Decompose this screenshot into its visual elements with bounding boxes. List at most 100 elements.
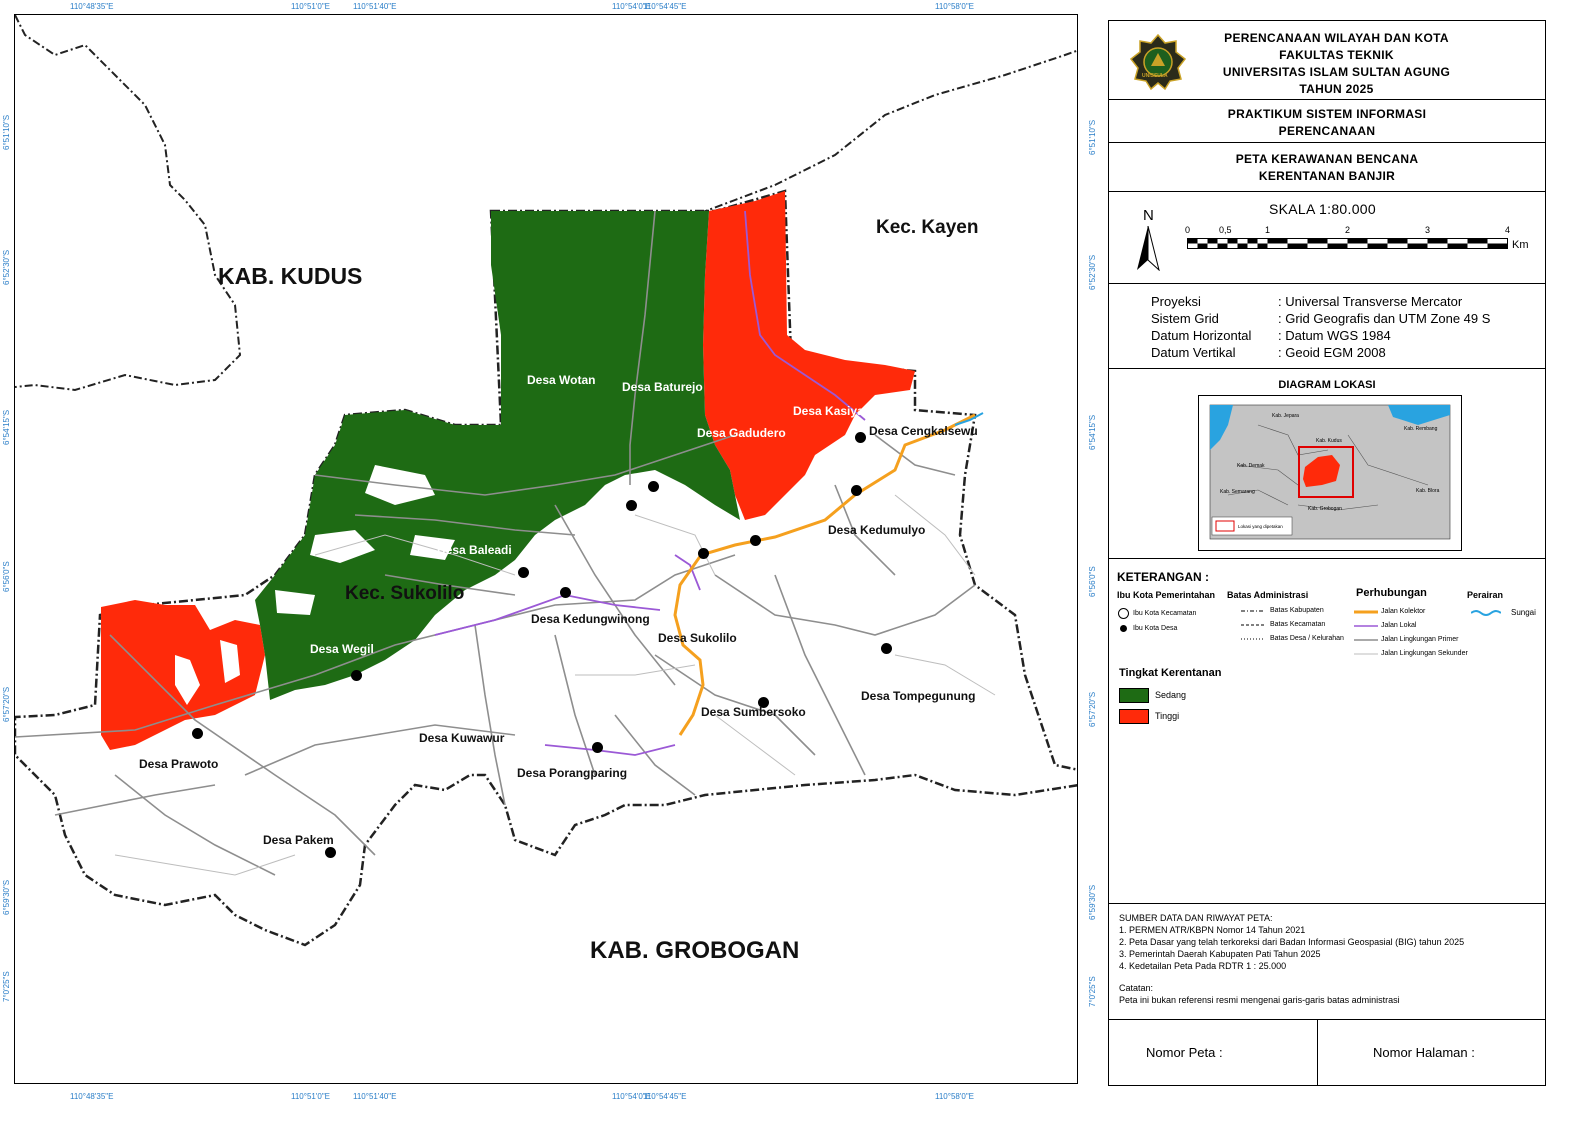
projection-cell: Proyeksi : Universal Transverse Mercator… — [1109, 284, 1545, 369]
region-kec-kayen: Kec. Kayen — [876, 217, 979, 238]
village-label: Desa Baturejo — [622, 380, 703, 394]
legend-road-lines — [1354, 610, 1378, 655]
coord-right-label: 6°56'0"S — [1088, 566, 1097, 597]
coord-right-label: 6°57'20"S — [1088, 691, 1097, 727]
diagram-title: DIAGRAM LOKASI — [1278, 379, 1376, 391]
kecamatan-capital-icon — [1118, 608, 1129, 619]
scale-unit: Km — [1512, 239, 1529, 251]
inset-region-label: Kab. Rembang — [1404, 426, 1438, 432]
legend-item-text: Batas Kabupaten — [1270, 607, 1324, 614]
coord-right-label: 6°54'15"S — [1088, 414, 1097, 450]
coord-bottom-label: 110°54'45"E — [643, 1092, 687, 1101]
scale-tick-label: 4 — [1505, 225, 1511, 235]
legend-item-text: Tinggi — [1155, 711, 1180, 721]
map-layout-panel: UNISSULA PERENCANAAN WILAYAH DAN KOTA FA… — [1108, 20, 1546, 1086]
map-title-cell: PETA KERAWANAN BENCANA KERENTANAN BANJIR — [1109, 143, 1545, 192]
source-item: 3. Pemerintah Daerah Kabupaten Pati Tahu… — [1119, 949, 1321, 959]
village-label: Desa Sukolilo — [658, 631, 737, 645]
village-label: Desa Cengkalsewu — [869, 424, 978, 438]
projection-label: Proyeksi — [1151, 294, 1201, 309]
village-capital-dot — [648, 481, 659, 492]
coord-left-label: 6°57'20"S — [2, 686, 11, 722]
header-line: UNIVERSITAS ISLAM SULTAN AGUNG — [1222, 65, 1451, 79]
region-kab-kudus: KAB. KUDUS — [218, 263, 363, 289]
legend-item-text: Sungai — [1511, 608, 1536, 617]
coord-bottom-label: 110°51'0"E — [291, 1092, 331, 1101]
coord-right-label: 6°52'30"S — [1088, 254, 1097, 290]
coord-top-label: 110°54'45"E — [643, 2, 687, 11]
course-line: PERENCANAAN — [1278, 124, 1376, 138]
north-arrow-icon — [1137, 226, 1160, 271]
coord-top-label: 110°54'0"E — [612, 2, 652, 11]
coord-left-label: 6°51'10"S — [2, 114, 11, 150]
village-capital-dot — [626, 500, 637, 511]
note-text: Peta ini bukan referensi resmi mengenai … — [1119, 995, 1400, 1005]
inset-region-label: Kab. Demak — [1237, 463, 1265, 469]
header-line: PERENCANAAN WILAYAH DAN KOTA — [1224, 31, 1449, 45]
legend-item-text: Jalan Kolektor — [1381, 608, 1426, 615]
village-capital-dot — [592, 742, 603, 753]
village-capital-dot — [758, 697, 769, 708]
village-label: Desa Gadudero — [697, 426, 786, 440]
projection-value: : Universal Transverse Mercator — [1278, 294, 1463, 309]
projection-value: : Geoid EGM 2008 — [1278, 345, 1386, 360]
zone-sedang — [255, 211, 740, 700]
legend-ibukota-title: Ibu Kota Pemerintahan — [1117, 590, 1216, 600]
legend-title: KETERANGAN : — [1117, 570, 1209, 584]
kudus-boundary-line — [15, 15, 242, 392]
village-label: Desa Pakem — [263, 833, 334, 847]
village-label: Desa Kedungwinong — [531, 612, 650, 626]
coord-left-label: 6°56'0"S — [2, 561, 11, 592]
coord-top-label: 110°51'40"E — [353, 2, 397, 11]
village-label: Desa Wotan — [527, 373, 596, 387]
coord-right-label: 6°51'10"S — [1088, 119, 1097, 155]
nomor-divider — [1317, 1020, 1318, 1085]
village-label: Desa Sumbersoko — [701, 705, 806, 719]
map-canvas — [15, 15, 1077, 947]
village-capital-dot — [851, 485, 862, 496]
source-item: 1. PERMEN ATR/KBPN Nomor 14 Tahun 2021 — [1119, 925, 1306, 935]
projection-label: Sistem Grid — [1151, 311, 1219, 326]
village-capital-dot — [881, 643, 892, 654]
jalan-kolektor-line — [673, 413, 976, 736]
inset-region-label: Kab. Kudus — [1316, 438, 1342, 444]
inset-region-label: Kab. Jepara — [1272, 413, 1299, 419]
legend-item-text: Ibu Kota Desa — [1133, 625, 1178, 632]
legend-perhubungan-title: Perhubungan — [1356, 587, 1427, 599]
village-label: Desa Porangparing — [517, 766, 628, 780]
scale-tick-label: 3 — [1425, 225, 1431, 235]
location-diagram-cell: DIAGRAM LOKASI Kab. Jepara Kab. Kudus Ka… — [1109, 369, 1545, 559]
village-label: Desa Kuwawur — [419, 731, 505, 745]
village-capital-dot — [351, 670, 362, 681]
university-logo-icon — [1129, 33, 1187, 91]
coord-right-label: 7°0'25"S — [1088, 976, 1097, 1007]
region-kab-grobogan: KAB. GROBOGAN — [590, 937, 800, 964]
projection-value: : Grid Geografis dan UTM Zone 49 S — [1278, 311, 1491, 326]
coord-top-label: 110°58'0"E — [935, 2, 975, 11]
coord-left-label: 6°52'30"S — [2, 249, 11, 285]
village-label: Desa Baleadi — [437, 543, 512, 557]
inset-region-label: Kab. Blora — [1416, 488, 1440, 494]
legend-batas-title: Batas Administrasi — [1227, 590, 1309, 600]
coord-bottom-label: 110°58'0"E — [935, 1092, 975, 1101]
sources-cell: SUMBER DATA DAN RIWAYAT PETA: 1. PERMEN … — [1109, 904, 1545, 1020]
scale-tick-label: 2 — [1345, 225, 1351, 235]
coord-left-label: 6°59'30"S — [2, 879, 11, 915]
river-line — [954, 412, 984, 426]
legend-item-text: Jalan Lingkungan Sekunder — [1381, 650, 1468, 657]
village-label: Desa Kasiyan — [793, 404, 872, 418]
source-item: 2. Peta Dasar yang telah terkoreksi dari… — [1119, 937, 1465, 947]
location-inset-map: Kab. Jepara Kab. Kudus Kab. Demak Kab. S… — [1198, 395, 1462, 551]
scale-tick-label: 1 — [1265, 225, 1271, 235]
note-title: Catatan: — [1119, 983, 1154, 993]
coord-right-label: 6°59'30"S — [1088, 884, 1097, 920]
projection-label: Datum Horizontal — [1151, 328, 1252, 343]
university-logo-text: UNISSULA — [1142, 73, 1168, 79]
inset-region-label: Kab. Grobogan — [1308, 506, 1342, 512]
scale-cell: N SKALA 1:80.000 0 0,5 1 2 3 4 Km — [1109, 192, 1545, 284]
village-capital-dot — [518, 567, 529, 578]
header-title: PERENCANAAN WILAYAH DAN KOTA FAKULTAS TE… — [1189, 30, 1484, 98]
village-capital-dot — [325, 847, 336, 858]
map-title-line: KERENTANAN BANJIR — [1258, 169, 1396, 183]
kayen-boundary-line — [654, 49, 1077, 231]
